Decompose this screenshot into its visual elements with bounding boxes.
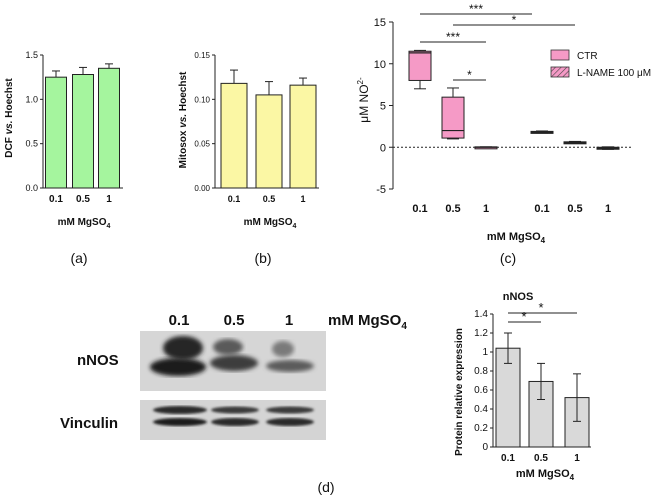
panel-b-y-tick-label: 0.10 xyxy=(194,95,210,104)
blot-band xyxy=(266,406,314,414)
panel-d-y-tick-label: 1 xyxy=(482,347,488,358)
panel-d-y-tick-label: 0.4 xyxy=(474,404,488,415)
panel-c: μM NO2- mM MgSO4 (c) CTR L-NAME 100 μM xyxy=(356,49,651,266)
panel-b-label: (b) xyxy=(254,250,271,266)
panel-a-x-tick-label: 0.1 xyxy=(49,194,63,205)
panel-d-ylabel: Protein relative expression xyxy=(454,328,465,456)
blot-header: mM MgSO4 xyxy=(328,312,407,332)
panel-a-ylabel: DCF vs. Hoechst xyxy=(4,78,15,158)
panel-c-y-tick-label: 10 xyxy=(374,59,386,71)
panel-d-y-tick-label: 0.2 xyxy=(474,423,488,434)
panel-a-y-tick-label: 0.5 xyxy=(25,139,38,149)
panel-d-label: (d) xyxy=(317,479,334,495)
panel-c-significance-label: * xyxy=(512,13,517,27)
panel-b-xlabel: mM MgSO4 xyxy=(244,217,297,230)
panel-a-y-tick-label: 0.0 xyxy=(25,183,38,193)
panel-b-x-tick-label: 0.5 xyxy=(263,194,276,204)
panel-d-xlabel: mM MgSO4 xyxy=(516,468,575,482)
panel-b-bar xyxy=(289,84,317,189)
western-blot: 0.1 0.5 1 mM MgSO4 nNOS Vinculin xyxy=(60,312,407,440)
blot-band xyxy=(213,339,243,355)
panel-c-ylabel: μM NO2- xyxy=(356,77,371,123)
panel-c-box xyxy=(441,96,465,139)
panel-c-box xyxy=(408,50,432,81)
panel-b-x-tick-label: 1 xyxy=(300,194,305,204)
panel-d-x-tick-label: 1 xyxy=(574,453,580,464)
panel-a: DCF vs. Hoechst mM MgSO4 (a) xyxy=(4,78,110,266)
panel-c-significance-label: * xyxy=(467,68,472,82)
panel-b-ylabel: Mitosox vs. Hoechst xyxy=(178,71,189,168)
panel-a-label: (a) xyxy=(70,250,87,266)
panel-c-y-tick-label: -5 xyxy=(376,184,386,196)
panel-d-y-tick-label: 0.8 xyxy=(474,366,488,377)
legend-ctr-label: CTR xyxy=(577,51,598,62)
panel-c-x-tick-label: 1 xyxy=(605,203,611,215)
panel-c-label: (c) xyxy=(500,250,516,266)
panel-c-y-tick-label: 15 xyxy=(374,17,386,29)
blot-row-nnos: nNOS xyxy=(77,352,119,369)
panel-c-x-tick-label: 0.5 xyxy=(445,203,460,215)
panel-c-x-tick-label: 0.1 xyxy=(412,203,427,215)
blot-band xyxy=(210,355,258,371)
panel-d-y-tick-label: 0 xyxy=(482,442,488,453)
panel-c-x-tick-label: 0.1 xyxy=(534,203,549,215)
panel-b-y-tick-label: 0.00 xyxy=(194,184,210,193)
panel-c-y-tick-label: 0 xyxy=(380,142,386,154)
panel-b-bar xyxy=(220,82,248,189)
panel-d-significance-label: * xyxy=(538,300,543,315)
panel-c-x-tick-label: 1 xyxy=(483,203,489,215)
legend-ctr-swatch xyxy=(550,49,570,61)
panel-d: nNOS Protein relative expression mM MgSO… xyxy=(317,291,574,495)
panel-c-significance-label: *** xyxy=(446,30,460,44)
blot-row-vinculin: Vinculin xyxy=(60,415,118,432)
blot-band xyxy=(266,418,314,426)
blot-band xyxy=(266,360,314,372)
panel-a-xlabel: mM MgSO4 xyxy=(58,217,111,230)
panel-b-y-tick-label: 0.15 xyxy=(194,51,210,60)
blot-band xyxy=(153,418,207,426)
panel-d-y-tick-label: 1.4 xyxy=(474,309,488,320)
blot-lane-1: 0.1 xyxy=(169,312,190,329)
blot-band xyxy=(150,358,206,376)
panel-d-x-tick-label: 0.1 xyxy=(501,453,515,464)
panel-a-x-tick-label: 0.5 xyxy=(76,194,90,205)
legend-lname-swatch xyxy=(550,66,570,78)
panel-c-x-tick-label: 0.5 xyxy=(567,203,582,215)
panel-b: Mitosox vs. Hoechst mM MgSO4 (b) xyxy=(178,71,296,266)
panel-a-y-tick-label: 1.5 xyxy=(25,50,38,60)
blot-band xyxy=(211,418,259,426)
panel-c-xlabel: mM MgSO4 xyxy=(487,231,546,245)
panel-c-significance-label: *** xyxy=(469,2,483,16)
panel-a-bar xyxy=(45,76,67,189)
charts-layer: 0.00.51.01.50.1 0.5 10.000.050.100.150.1 0.… xyxy=(25,2,632,464)
panel-b-bar xyxy=(255,94,283,189)
panel-a-bar xyxy=(72,74,94,189)
panel-c-y-tick-label: 5 xyxy=(380,101,386,113)
panel-a-x-tick-label: 1 xyxy=(106,194,112,205)
blot-band xyxy=(153,406,207,414)
panel-d-x-tick-label: 0.5 xyxy=(534,453,548,464)
panel-d-title: nNOS xyxy=(503,291,534,303)
panel-d-y-tick-label: 1.2 xyxy=(474,328,488,339)
panel-d-significance-label: * xyxy=(521,309,526,324)
legend-lname-label: L-NAME 100 μM xyxy=(577,68,651,79)
panel-b-y-tick-label: 0.05 xyxy=(194,140,210,149)
blot-lane-3: 1 xyxy=(285,312,293,329)
blot-band xyxy=(163,336,203,360)
panel-a-bar xyxy=(98,67,120,189)
panel-b-x-tick-label: 0.1 xyxy=(228,194,241,204)
blot-band xyxy=(211,406,259,414)
blot-lane-2: 0.5 xyxy=(224,312,245,329)
panel-d-y-tick-label: 0.6 xyxy=(474,385,488,396)
blot-band xyxy=(272,341,294,357)
panel-a-y-tick-label: 1.0 xyxy=(25,94,38,104)
